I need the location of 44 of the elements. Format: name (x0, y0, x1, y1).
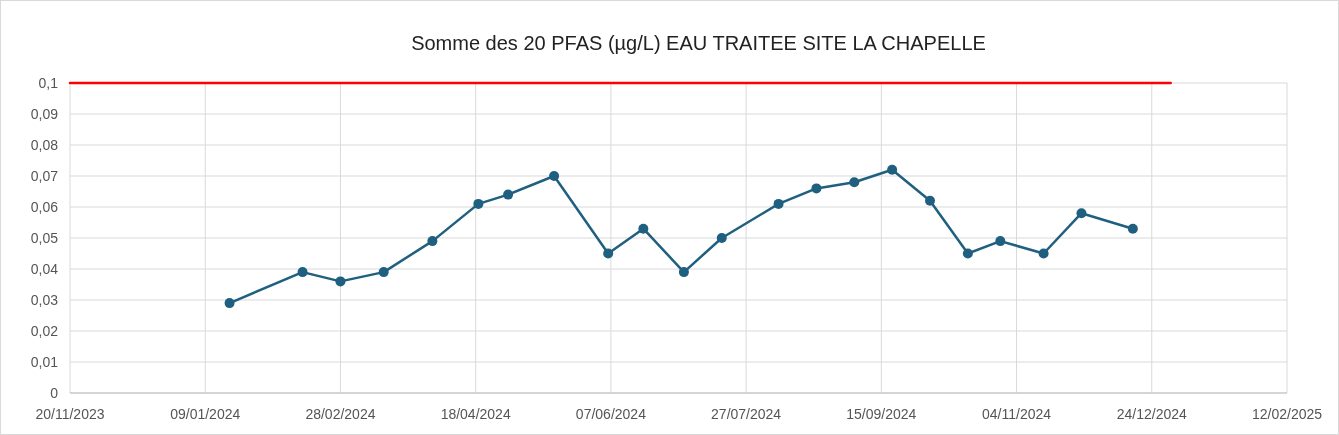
point (1038, 248, 1049, 259)
x-tick-label: 12/02/2025 (1251, 406, 1323, 422)
point (473, 198, 484, 209)
point (603, 248, 614, 259)
point (962, 248, 973, 259)
y-tick-label: 0,09 (30, 105, 59, 122)
point (678, 267, 689, 278)
point (849, 177, 860, 188)
y-tick-label: 0,06 (30, 198, 59, 215)
point (995, 236, 1006, 247)
point (378, 267, 389, 278)
point (335, 276, 346, 287)
x-tick-label: 04/11/2024 (982, 406, 1052, 422)
point (1076, 208, 1087, 219)
y-tick-label: 0,07 (30, 167, 59, 184)
point (925, 195, 936, 206)
point (224, 298, 235, 309)
y-tick-label: 0,1 (38, 74, 59, 91)
y-tick-label: 0,04 (30, 260, 59, 277)
y-tick-label: 0,05 (30, 229, 59, 246)
y-tick-label: 0,02 (30, 322, 59, 339)
x-tick-label: 24/12/2024 (1116, 406, 1188, 422)
y-tick-label: 0,01 (30, 353, 59, 370)
x-tick-label: 15/09/2024 (846, 406, 917, 422)
y-tick-label: 0,03 (30, 291, 59, 308)
point (503, 189, 514, 200)
point (297, 267, 308, 278)
y-tick-label: 0 (50, 384, 59, 401)
point (773, 198, 784, 209)
point (549, 171, 560, 181)
point (887, 164, 898, 175)
point (1127, 223, 1138, 234)
point (427, 236, 438, 247)
point (716, 233, 727, 243)
x-tick-label: 18/04/2024 (440, 406, 511, 422)
point (638, 223, 649, 234)
point (811, 183, 822, 194)
x-tick-label: 28/02/2024 (305, 406, 376, 422)
x-tick-label: 27/07/2024 (711, 406, 782, 422)
y-tick-label: 0,08 (30, 136, 59, 153)
x-tick-label: 07/06/2024 (575, 406, 647, 422)
x-tick-label: 20/11/2023 (35, 406, 105, 422)
chart-title: Somme des 20 PFAS (µg/L) EAU TRAITEE SITE LA CHAPELLE (411, 32, 986, 54)
x-tick-label: 09/01/2024 (170, 406, 241, 422)
